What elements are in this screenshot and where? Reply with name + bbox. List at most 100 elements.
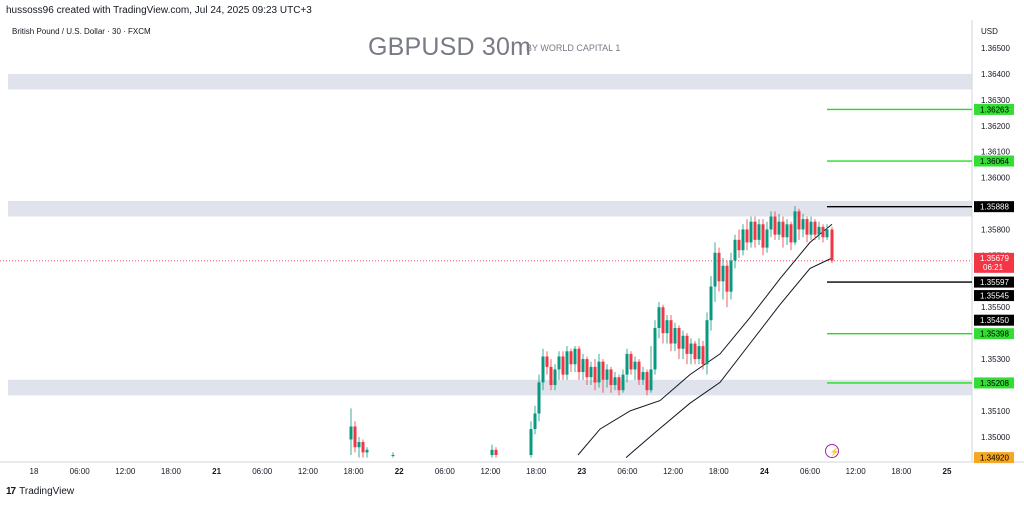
candle-body (753, 221, 757, 240)
candle-body (697, 346, 701, 360)
candles (349, 206, 834, 458)
candle (830, 226, 834, 264)
candle-body (797, 211, 801, 230)
candle (617, 374, 621, 396)
current-price-bg (974, 252, 1014, 273)
candle-body (661, 307, 665, 334)
candle (577, 346, 581, 380)
tradingview-footer[interactable]: 17 TradingView (6, 486, 74, 497)
x-tick-label: 18 (30, 467, 39, 476)
candle (597, 353, 601, 388)
candle-body (773, 216, 777, 235)
candle-body (569, 351, 573, 365)
candle-body (685, 335, 689, 354)
candle (545, 351, 549, 375)
level-price-label-bg (974, 377, 1014, 389)
candle (825, 224, 829, 240)
y-tick-label: 1.35100 (981, 407, 1010, 416)
level-price-label-text: 1.36064 (980, 157, 1009, 166)
candle-body (749, 221, 753, 243)
level-price-label: 1.36064 (974, 155, 1014, 167)
candle-body (830, 229, 834, 261)
y-tick-label: 1.36500 (981, 44, 1010, 53)
countdown-text: 06:21 (983, 263, 1004, 272)
candle (553, 364, 557, 391)
lightning-badge-circle[interactable] (825, 444, 839, 458)
level-price-label-text: 1.35888 (980, 203, 1009, 212)
candle (697, 338, 701, 365)
candlestick-chart[interactable]: USD 1.365001.364001.363001.362001.361001… (0, 20, 1024, 482)
alert-price-label-text: 1.34920 (980, 454, 1009, 463)
y-tick-label: 1.36000 (981, 174, 1010, 183)
x-tick-label: 18:00 (891, 467, 912, 476)
candle (391, 452, 395, 458)
lightning-badge[interactable]: ⚡ (825, 444, 840, 458)
candle-body (785, 224, 789, 238)
x-tick-label: 12:00 (298, 467, 319, 476)
y-tick-label: 1.35800 (981, 225, 1010, 234)
y-tick-label: 1.36400 (981, 70, 1010, 79)
candle-body (553, 369, 557, 386)
candle (569, 348, 573, 373)
ma-price-label-bg (974, 314, 1014, 326)
candle (781, 216, 785, 248)
symbol-description[interactable]: British Pound / U.S. Dollar · 30 · FXCM (12, 27, 151, 36)
candle-body (669, 320, 673, 344)
candle (349, 408, 353, 455)
candle-body (713, 252, 717, 287)
candle-body (365, 449, 369, 453)
chart-subtitle: BY WORLD CAPITAL 1 (526, 43, 621, 53)
candle (361, 439, 365, 458)
ma-price-label-text: 1.35545 (980, 292, 1009, 301)
candle (533, 405, 537, 435)
time-axis[interactable]: 18 06:00 12:00 18:00 21 06:00 12:00 18:00 22 06:0… (30, 467, 952, 476)
candle (801, 213, 805, 238)
candle-body (601, 361, 605, 380)
alert-price-label: 1.34920 (974, 452, 1014, 464)
lightning-icon: ⚡ (830, 447, 840, 457)
candle-body (361, 442, 365, 453)
candle (789, 221, 793, 251)
ma-price-label: 1.35545 (974, 290, 1014, 302)
candle-body (813, 221, 817, 235)
candle-body (625, 353, 629, 375)
x-tick-label: 06:00 (617, 467, 638, 476)
candle (773, 211, 777, 240)
ma-lower-line (625, 257, 833, 458)
candle (537, 374, 541, 422)
candle-body (793, 211, 797, 243)
level-price-label-bg (974, 276, 1014, 288)
candle (785, 219, 789, 246)
y-tick-label: 1.35500 (981, 303, 1010, 312)
level-price-label-text: 1.36263 (980, 105, 1009, 114)
candle (749, 216, 753, 248)
candle-body (673, 327, 677, 344)
candle (817, 221, 821, 240)
alert-price-label-bg (974, 452, 1014, 464)
candle (490, 444, 494, 458)
candle-body (494, 449, 498, 455)
candle-body (557, 356, 561, 370)
candle (609, 366, 613, 393)
candle (793, 206, 797, 246)
candle (637, 359, 641, 386)
candle (713, 242, 717, 303)
x-tick-label: 06:00 (70, 467, 91, 476)
candle (565, 346, 569, 380)
candle-body (565, 351, 569, 375)
candle (557, 351, 561, 380)
candle (809, 216, 813, 240)
candle-body (349, 426, 353, 440)
candle (601, 359, 605, 393)
candle (693, 340, 697, 365)
ma-price-label-text: 1.35450 (980, 316, 1009, 325)
x-tick-label: 18:00 (709, 467, 730, 476)
candle-body (573, 348, 577, 365)
candle (649, 346, 653, 393)
candle (633, 356, 637, 380)
candle-body (621, 374, 625, 391)
candle-body (597, 361, 601, 383)
candle-body (825, 229, 829, 238)
candle (765, 221, 769, 253)
candle-body (641, 372, 645, 380)
